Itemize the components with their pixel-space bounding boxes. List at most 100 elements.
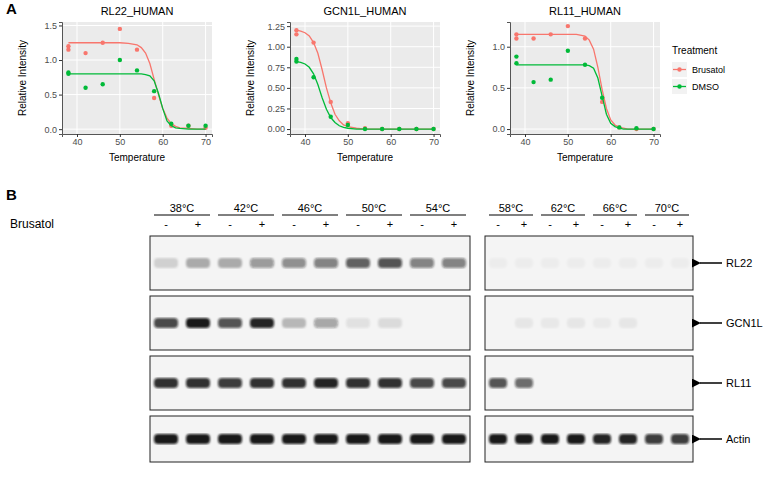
row-label: GCN1L: [726, 317, 763, 329]
band: [282, 434, 306, 444]
tick: 1.25: [267, 21, 290, 31]
tick-label: 0.0: [492, 124, 505, 134]
point: [203, 124, 207, 128]
treatment-sign: +: [387, 218, 393, 230]
tick: 60: [158, 134, 168, 147]
treatment-sign: -: [420, 218, 424, 230]
band: [593, 258, 611, 268]
temperature-underline: [410, 215, 466, 216]
point: [311, 40, 315, 44]
point: [311, 75, 315, 79]
band: [250, 378, 274, 388]
arrow: [700, 322, 722, 324]
treatment-sign: -: [548, 218, 552, 230]
grid: [290, 22, 440, 134]
temperature-underline: [541, 215, 585, 216]
band: [645, 258, 663, 268]
blot-frame: [485, 236, 693, 290]
point: [414, 127, 418, 131]
grid-line: [290, 108, 440, 109]
band: [515, 434, 533, 444]
grid: [62, 22, 212, 134]
band: [282, 258, 306, 268]
band: [619, 434, 637, 444]
grid-line: [390, 22, 391, 134]
x-axis-title: Temperature: [109, 152, 166, 163]
legend-key: [672, 62, 687, 77]
band: [593, 318, 611, 328]
grid-line: [119, 22, 120, 134]
legend-title: Treatment: [672, 45, 717, 56]
band: [154, 378, 178, 388]
point: [514, 36, 518, 40]
band: [671, 258, 689, 268]
band: [671, 318, 689, 328]
tick: 1.5: [44, 21, 62, 31]
tick-label: 0.5: [492, 83, 505, 93]
band: [218, 258, 242, 268]
tick: 0.5: [492, 83, 510, 93]
panel-label: B: [6, 186, 17, 203]
band: [442, 434, 466, 444]
band: [314, 378, 338, 388]
band: [541, 434, 559, 444]
point: [549, 77, 553, 81]
tick-label: 70: [201, 137, 211, 147]
blot-frame: [485, 416, 693, 462]
band: [671, 434, 689, 444]
y-axis-title: Relative Intensity: [245, 40, 256, 116]
band: [645, 434, 663, 444]
band: [250, 258, 274, 268]
band: [378, 378, 402, 388]
tick-mark: [507, 88, 510, 89]
band: [567, 434, 585, 444]
tick-mark: [507, 129, 510, 130]
tick-mark: [287, 88, 290, 89]
band: [619, 378, 637, 388]
tick: 50: [115, 134, 125, 147]
point: [566, 49, 570, 53]
tick-label: 50: [115, 137, 125, 147]
tick: 0.5: [44, 90, 62, 100]
plot-background: [290, 22, 440, 134]
grid-line: [347, 22, 348, 134]
tick: 40: [520, 134, 530, 147]
temperature-label: 58°C: [499, 202, 524, 214]
band: [541, 318, 559, 328]
temperature-label: 62°C: [551, 202, 576, 214]
band: [410, 434, 434, 444]
point: [431, 127, 435, 131]
band: [515, 258, 533, 268]
band: [489, 318, 507, 328]
point: [651, 127, 655, 131]
blot-row: [150, 416, 470, 462]
grid-line: [62, 94, 212, 95]
tick: 0.0: [44, 125, 62, 135]
point: [617, 125, 621, 129]
band: [541, 258, 559, 268]
band: [567, 318, 585, 328]
band: [489, 434, 507, 444]
tick-label: 50: [563, 137, 573, 147]
point: [583, 63, 587, 67]
point: [329, 115, 333, 119]
tick-label: 60: [386, 137, 396, 147]
treatment-sign: -: [228, 218, 232, 230]
point: [363, 127, 367, 131]
point: [431, 127, 435, 131]
point: [118, 27, 122, 31]
chart: 405060700.000.250.500.751.001.25GCN1L_HU…: [245, 5, 441, 163]
chart-title: RL22_HUMAN: [101, 5, 174, 17]
blot-row: [485, 296, 693, 350]
temperature-label: 54°C: [426, 202, 451, 214]
point: [66, 72, 70, 76]
tick-label: 0.50: [267, 83, 285, 93]
point: [66, 47, 70, 51]
band: [567, 378, 585, 388]
tick: 60: [606, 134, 616, 147]
grid-line: [77, 22, 78, 134]
blot-frame: [150, 296, 470, 350]
band: [218, 434, 242, 444]
band: [314, 434, 338, 444]
chart-title: RL11_HUMAN: [549, 5, 621, 17]
